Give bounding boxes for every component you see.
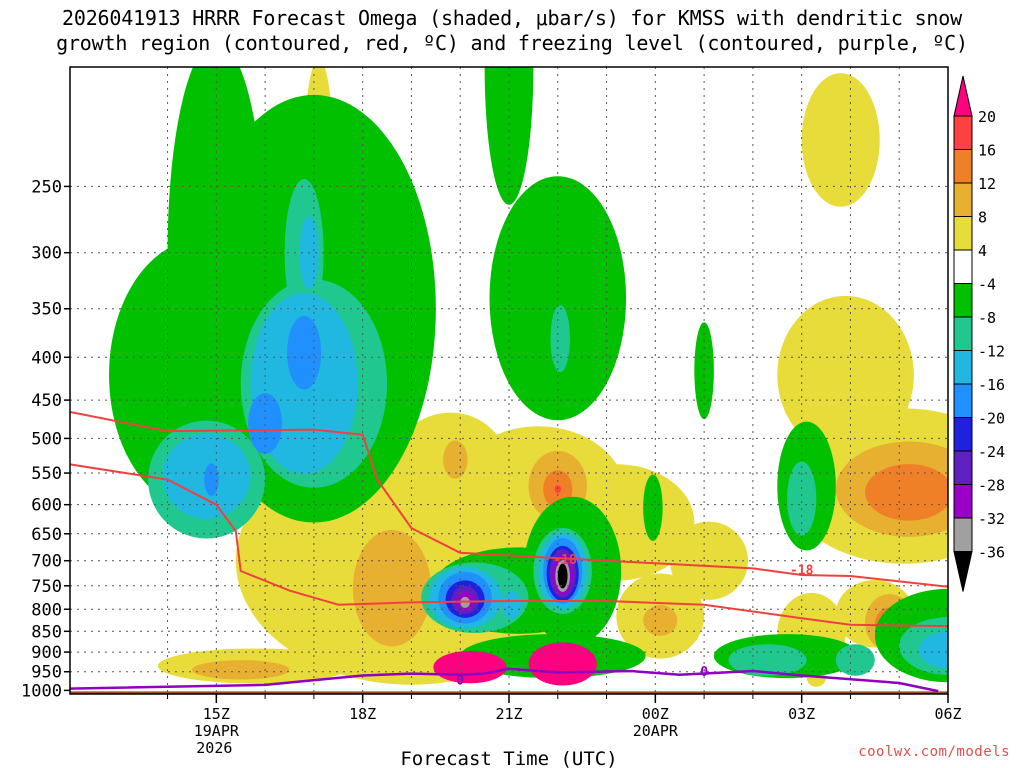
x-axis-label: Forecast Time (UTC) — [400, 748, 617, 768]
omega-blob — [694, 322, 714, 420]
y-tick-label: 500 — [31, 429, 62, 449]
colorbar: 20 16 12 8 4 -4 -8 -12 -16 -20 -24 -28 -32 -36 — [953, 75, 1005, 592]
y-tick-label: 850 — [31, 622, 62, 642]
y-tick-label: 600 — [31, 496, 62, 516]
axes: 2503003504004505005506006507007508008509… — [21, 177, 962, 757]
colorbar-label: 8 — [978, 209, 987, 227]
colorbar-box — [953, 383, 973, 418]
credit-link[interactable]: coolwx.com/models — [858, 744, 1010, 760]
y-tick-label: 250 — [31, 177, 62, 197]
omega-blob — [550, 305, 570, 373]
x-tick-date: 19APR — [194, 722, 240, 740]
colorbar-box — [953, 484, 973, 519]
contour-label: 0 — [456, 673, 464, 688]
x-tick-label: 06Z — [934, 705, 961, 723]
colorbar-label: 12 — [978, 175, 996, 193]
omega-blob — [787, 461, 817, 536]
colorbar-box — [953, 316, 973, 351]
plot-area — [70, 67, 948, 694]
omega-blob — [484, 67, 534, 205]
y-tick-label: 300 — [31, 244, 62, 264]
omega-blob — [501, 590, 522, 619]
y-tick-label: 900 — [31, 643, 62, 663]
dgz-contour-line — [70, 411, 948, 588]
omega-blob — [865, 464, 948, 521]
y-tick-label: 350 — [31, 300, 62, 320]
contour-label: -18 — [553, 553, 577, 568]
y-tick-label: 450 — [31, 391, 62, 411]
colorbar-box — [953, 350, 973, 385]
colorbar-box — [953, 283, 973, 318]
x-tick-label: 15Z — [203, 705, 230, 723]
freezing-level-line — [70, 667, 939, 693]
omega-blob — [918, 631, 948, 669]
omega-blob — [287, 315, 322, 390]
omega-blob — [835, 644, 875, 676]
colorbar-label: -20 — [978, 410, 1005, 428]
colorbar-label: -12 — [978, 343, 1005, 361]
x-tick-label: 03Z — [788, 705, 815, 723]
x-tick-label: 00Z — [642, 705, 669, 723]
omega-level-12 — [557, 563, 568, 589]
colorbar-label: -24 — [978, 443, 1005, 461]
colorbar-label: 16 — [978, 142, 996, 160]
y-tick-label: 700 — [31, 552, 62, 572]
omega-blob — [801, 73, 880, 207]
omega-blob — [352, 529, 431, 647]
colorbar-bottom-arrow — [953, 551, 973, 592]
colorbar-label: -36 — [978, 544, 1005, 562]
contour-lines: -18 -18 0 0 — [70, 411, 948, 693]
chart-title-line-2: growth region (contoured, red, ºC) and f… — [56, 31, 968, 55]
omega-blob — [443, 440, 468, 479]
y-tick-label: 550 — [31, 464, 62, 484]
colorbar-label: 4 — [978, 242, 987, 260]
y-tick-label: 950 — [31, 663, 62, 683]
colorbar-label: -28 — [978, 477, 1005, 495]
x-tick-year: 2026 — [196, 739, 232, 757]
x-tick-label: 18Z — [349, 705, 376, 723]
colorbar-label: -4 — [978, 276, 996, 294]
chart-title-line-1: 2026041913 HRRR Forecast Omega (shaded, … — [62, 6, 962, 30]
colorbar-box — [953, 517, 973, 552]
omega-blob — [248, 393, 283, 454]
omega-blob — [728, 644, 807, 676]
colorbar-top-arrow — [953, 75, 973, 117]
colorbar-box — [953, 149, 973, 184]
colorbar-label: -32 — [978, 510, 1005, 528]
colorbar-label: -8 — [978, 309, 996, 327]
terrain — [70, 691, 948, 694]
y-tick-label: 400 — [31, 348, 62, 368]
y-tick-label: 650 — [31, 525, 62, 545]
colorbar-label: -16 — [978, 376, 1005, 394]
omega-blob — [643, 474, 663, 541]
omega-blob — [167, 67, 266, 465]
colorbar-box — [953, 182, 973, 217]
colorbar-box — [953, 115, 973, 150]
y-tick-label: 1000 — [21, 681, 62, 701]
omega-blob — [528, 642, 597, 686]
x-tick-date: 20APR — [633, 722, 679, 740]
contour-label: 0 — [700, 665, 708, 680]
omega-blob — [433, 650, 507, 684]
omega-blob — [191, 660, 290, 680]
colorbar-box — [953, 249, 973, 284]
contour-label: -18 — [790, 563, 814, 578]
x-tick-label: 21Z — [495, 705, 522, 723]
y-tick-label: 800 — [31, 600, 62, 620]
omega-blob — [643, 605, 678, 636]
omega-blob — [557, 563, 568, 589]
colorbar-label: 20 — [978, 108, 996, 126]
omega-blob — [204, 463, 219, 496]
colorbar-box — [953, 216, 973, 251]
colorbar-box — [953, 450, 973, 485]
dgz-contour-line — [70, 463, 948, 628]
y-tick-label: 750 — [31, 577, 62, 597]
colorbar-box — [953, 417, 973, 452]
omega-blob — [554, 485, 562, 494]
